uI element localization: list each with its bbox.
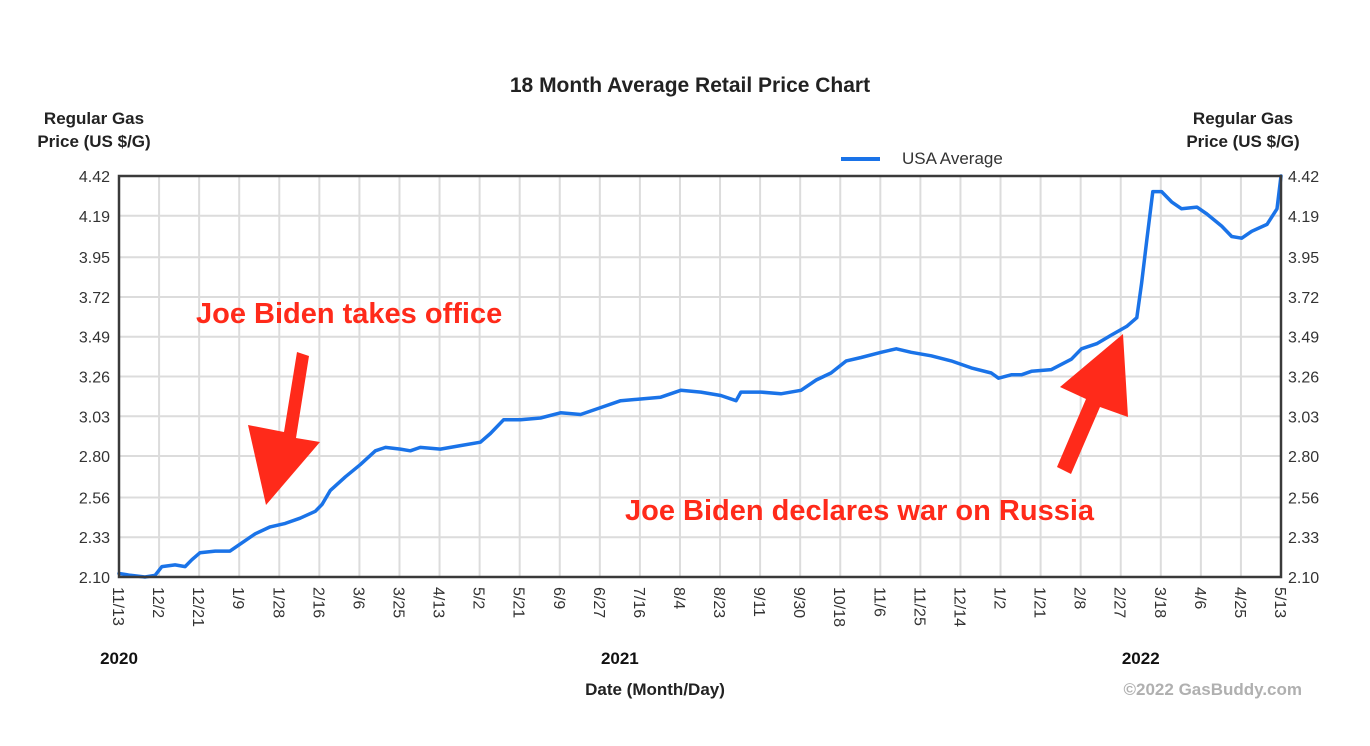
x-axis: 11/13 12/2 12/21 1/9 1/28 2/16 3/6 3/25 4/13 5/2 5… <box>109 587 1288 627</box>
x-tick-label: 2/8 <box>1071 587 1088 609</box>
y-tick-label-left: 4.42 <box>79 169 110 186</box>
year-labels: 2020 2021 2022 <box>100 649 1160 668</box>
plot-frame <box>117 174 1283 579</box>
x-tick-label: 9/30 <box>790 587 807 618</box>
x-tick-label: 5/13 <box>1271 587 1288 618</box>
y-tick-label-left: 3.26 <box>79 370 110 387</box>
gridlines <box>119 176 1281 577</box>
annotation-takes-office: Joe Biden takes office <box>196 298 502 505</box>
x-tick-label: 4/25 <box>1231 587 1248 618</box>
y-axis-title-left-line2: Price (US $/G) <box>37 132 150 151</box>
y-tick-label-left: 3.95 <box>79 250 110 267</box>
y-tick-label-right: 3.03 <box>1288 409 1319 426</box>
y-axis-left: 4.42 4.19 3.95 3.72 3.49 3.26 3.03 2.80 2.56 2.33… <box>79 169 110 587</box>
x-tick-label: 8/23 <box>710 587 727 618</box>
chart-title: 18 Month Average Retail Price Chart <box>510 74 870 97</box>
y-tick-label-right: 2.10 <box>1288 570 1319 587</box>
y-axis-right: 4.42 4.19 3.95 3.72 3.49 3.26 3.03 2.80 2.56 2.33… <box>1288 169 1319 587</box>
y-tick-label-right: 3.72 <box>1288 290 1319 307</box>
x-tick-label: 1/2 <box>991 587 1008 609</box>
x-tick-label: 12/21 <box>189 587 206 627</box>
x-tick-label: 5/21 <box>510 587 527 618</box>
x-axis-title: Date (Month/Day) <box>585 680 725 699</box>
legend: USA Average <box>841 149 1003 168</box>
x-tick-label: 11/6 <box>870 587 887 617</box>
y-tick-label-left: 2.56 <box>79 490 110 507</box>
x-tick-label: 1/28 <box>269 587 286 618</box>
arrow-down-icon <box>248 352 320 505</box>
x-tick-label: 10/18 <box>830 587 847 627</box>
y-tick-label-left: 2.80 <box>79 449 110 466</box>
y-tick-label-right: 4.42 <box>1288 169 1319 186</box>
y-tick-label-left: 4.19 <box>79 209 110 226</box>
x-tick-label: 6/27 <box>590 587 607 618</box>
y-tick-label-right: 3.49 <box>1288 330 1319 347</box>
arrow-up-icon <box>1057 334 1128 474</box>
credit-text: ©2022 GasBuddy.com <box>1124 680 1303 699</box>
y-tick-label-right: 2.56 <box>1288 490 1319 507</box>
year-label: 2021 <box>601 649 639 668</box>
x-tick-label: 6/9 <box>550 587 567 609</box>
y-tick-label-right: 4.19 <box>1288 209 1319 226</box>
y-tick-label-right: 3.26 <box>1288 370 1319 387</box>
y-tick-label-left: 2.10 <box>79 570 110 587</box>
y-tick-label-right: 3.95 <box>1288 250 1319 267</box>
x-tick-label: 8/4 <box>670 587 687 609</box>
legend-label-usa-average: USA Average <box>902 149 1003 168</box>
x-tick-label: 9/11 <box>750 587 767 617</box>
x-tick-label: 4/13 <box>430 587 447 618</box>
annotation-text-takes-office: Joe Biden takes office <box>196 298 502 330</box>
x-tick-label: 11/13 <box>109 587 126 626</box>
x-tick-label: 4/6 <box>1191 587 1208 609</box>
y-axis-title-right-line1: Regular Gas <box>1193 109 1293 128</box>
y-tick-label-right: 2.80 <box>1288 449 1319 466</box>
annotation-war-on-russia: Joe Biden declares war on Russia <box>625 334 1128 527</box>
x-tick-label: 1/21 <box>1031 587 1048 618</box>
year-label: 2022 <box>1122 649 1160 668</box>
x-tick-label: 7/16 <box>630 587 647 618</box>
x-tick-label: 3/25 <box>389 587 406 618</box>
x-tick-label: 11/25 <box>910 587 927 626</box>
x-tick-label: 2/16 <box>309 587 326 618</box>
x-tick-label: 1/9 <box>229 587 246 609</box>
y-tick-label-left: 3.49 <box>79 330 110 347</box>
y-tick-label-left: 2.33 <box>79 530 110 547</box>
x-tick-label: 12/2 <box>149 587 166 618</box>
x-tick-label: 12/14 <box>950 587 967 627</box>
y-axis-title-left-line1: Regular Gas <box>44 109 144 128</box>
x-tick-label: 2/27 <box>1111 587 1128 618</box>
x-tick-label: 3/18 <box>1151 587 1168 618</box>
y-tick-label-right: 2.33 <box>1288 530 1319 547</box>
y-tick-label-left: 3.03 <box>79 409 110 426</box>
series-line-usa-average <box>117 174 1283 579</box>
y-tick-label-left: 3.72 <box>79 290 110 307</box>
annotation-text-war-on-russia: Joe Biden declares war on Russia <box>625 495 1095 527</box>
x-tick-label: 3/6 <box>349 587 366 609</box>
x-tick-label: 5/2 <box>470 587 487 609</box>
y-axis-title-right-line2: Price (US $/G) <box>1186 132 1299 151</box>
year-label: 2020 <box>100 649 138 668</box>
